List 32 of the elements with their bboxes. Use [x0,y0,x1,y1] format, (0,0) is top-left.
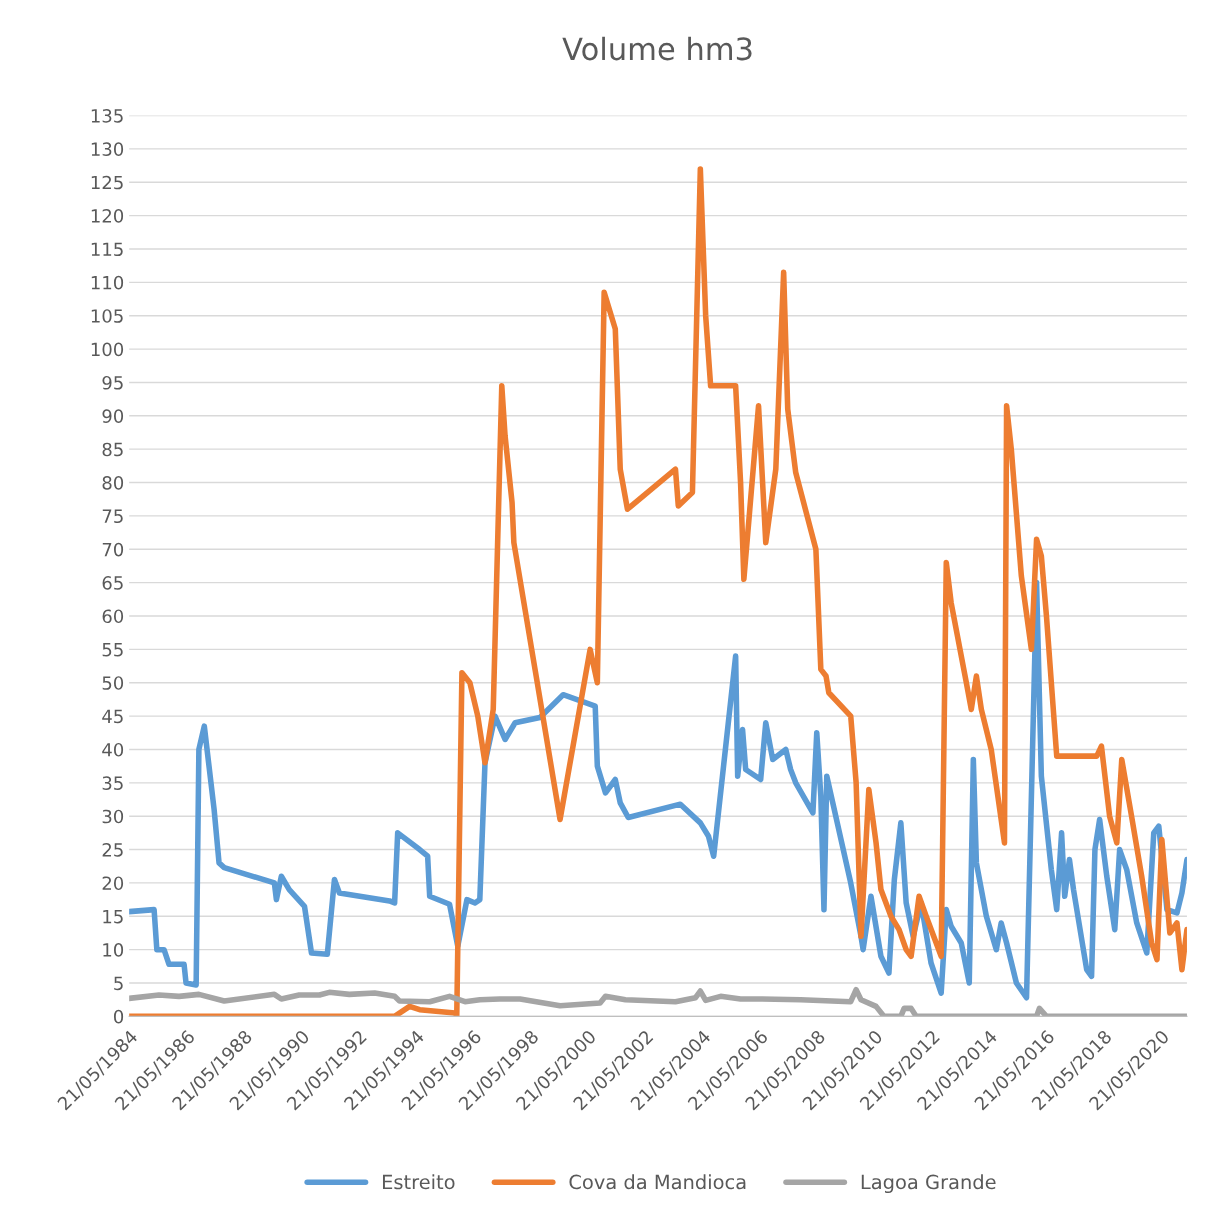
y-tick-label: 95 [102,375,123,390]
y-tick-label: 85 [102,442,123,457]
y-tick-label: 125 [91,175,123,190]
y-tick-label: 130 [91,142,124,157]
y-tick-label: 60 [102,609,124,624]
y-tick-label: 100 [91,342,124,357]
y-tick-label: 5 [114,976,123,991]
y-tick-label: 110 [91,275,124,290]
y-tick-label: 30 [102,809,124,824]
y-tick-label: 10 [103,943,124,957]
y-tick-label: 15 [103,909,123,924]
y-tick-label: 75 [102,509,123,524]
y-tick-label: 25 [102,843,123,857]
legend-label: Lagoa Grande [861,1174,996,1194]
y-tick-label: 80 [102,476,124,490]
y-tick-label: 40 [102,742,124,757]
legend-label: Cova da Mandioca [569,1174,746,1190]
legend-label: Estreito [382,1174,455,1190]
y-tick-label: 115 [91,242,123,257]
y-tick-label: 65 [102,576,123,590]
y-tick-label: 50 [102,676,124,690]
y-tick-label: 0 [113,1009,124,1024]
y-tick-label: 90 [102,409,124,423]
y-tick-label: 120 [91,209,124,223]
y-tick-label: 20 [102,876,124,891]
chart-title: Volume hm3 [562,36,752,61]
y-tick-label: 135 [91,108,123,123]
y-tick-label: 35 [102,776,123,790]
y-tick-label: 105 [91,309,123,323]
y-tick-label: 45 [102,709,123,724]
y-tick-label: 55 [102,643,123,657]
y-tick-label: 70 [102,542,124,557]
